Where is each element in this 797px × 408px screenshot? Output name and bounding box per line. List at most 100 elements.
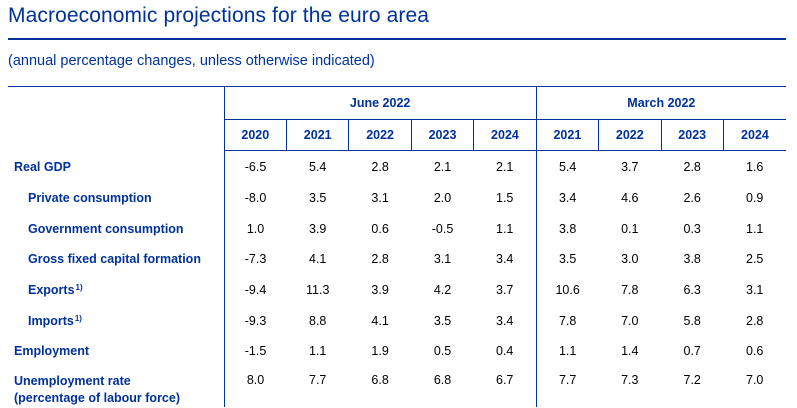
year-header-row: 2020 2021 2022 2023 2024 2021 2022 2023 … — [8, 118, 786, 151]
cell-value: 0.9 — [746, 191, 764, 206]
cell-value: 6.8 — [433, 372, 452, 387]
row-label-subtext: (percentage of labour force) — [14, 390, 180, 405]
row-label: Unemployment rate (percentage of labour f… — [8, 367, 224, 407]
cell-value: 1.1 — [496, 221, 514, 236]
table-row-imports: Imports1) -9.3 8.8 4.1 3.5 3.4 7.8 7.0 5… — [8, 305, 786, 336]
year-header-june: 2021 — [285, 118, 349, 151]
cell-value: 3.0 — [621, 252, 639, 267]
table-row-exports: Exports1) -9.4 11.3 3.9 4.2 3.7 10.6 7.8… — [8, 274, 786, 306]
cell-value: 10.6 — [535, 274, 599, 306]
cell-value: 6.7 — [496, 372, 514, 387]
header-blank — [8, 87, 224, 119]
cell-value: 8.0 — [223, 366, 287, 407]
cell-value: 1.5 — [496, 191, 514, 206]
cell-value: 4.6 — [621, 191, 639, 206]
cell-value: 0.4 — [496, 344, 514, 359]
cell-value: 8.8 — [309, 313, 327, 328]
group-header-june: June 2022 — [223, 87, 537, 119]
cell-value: 3.5 — [535, 244, 599, 275]
cell-value: 5.4 — [309, 159, 327, 174]
cell-value: -0.5 — [431, 221, 454, 236]
cell-value: 6.8 — [371, 372, 389, 387]
cell-value: 1.9 — [371, 344, 389, 359]
cell-value: 4.1 — [371, 313, 389, 328]
cell-value: 3.7 — [621, 159, 639, 174]
year-header-june: 2022 — [348, 118, 412, 151]
cell-value: 1.6 — [746, 159, 764, 174]
year-header-march: 2022 — [598, 118, 661, 151]
page-title: Macroeconomic projections for the euro a… — [8, 4, 430, 27]
cell-value: 3.4 — [496, 252, 514, 267]
cell-value: -9.3 — [223, 305, 287, 336]
cell-value: 0.6 — [371, 221, 389, 236]
cell-value: 4.1 — [309, 252, 327, 267]
cell-value: 3.4 — [496, 313, 514, 328]
cell-value: 2.1 — [433, 159, 452, 174]
cell-value: 1.1 — [535, 335, 599, 367]
year-header-blank — [8, 119, 224, 150]
row-label-text: Unemployment rate — [14, 373, 131, 388]
cell-value: 0.5 — [433, 344, 452, 359]
projections-table: June 2022 March 2022 2020 2021 2022 2023… — [8, 87, 786, 407]
table-top-divider — [8, 86, 786, 87]
table-row-gross-fixed-capital-formation: Gross fixed capital formation -7.3 4.1 2… — [8, 244, 786, 275]
cell-value: 7.8 — [621, 283, 639, 298]
cell-value: 2.0 — [433, 191, 452, 206]
cell-value: 6.3 — [683, 283, 701, 298]
row-label: Exports1) — [8, 275, 224, 306]
cell-value: 3.8 — [683, 252, 701, 267]
cell-value: 3.4 — [535, 183, 599, 214]
group-header-march: March 2022 — [535, 87, 786, 119]
cell-value: 3.1 — [371, 191, 389, 206]
row-label: Real GDP — [14, 159, 71, 174]
cell-value: 3.7 — [496, 283, 514, 298]
cell-value: -9.4 — [223, 274, 287, 306]
cell-value: 7.3 — [621, 372, 639, 387]
cell-value: 2.8 — [683, 159, 701, 174]
cell-value: 0.7 — [683, 344, 701, 359]
row-label: Government consumption — [28, 221, 184, 236]
cell-value: 0.3 — [683, 221, 701, 236]
cell-value: -8.0 — [223, 183, 287, 214]
cell-value: -6.5 — [223, 150, 287, 183]
cell-value: 0.1 — [621, 221, 639, 236]
cell-value: 1.1 — [309, 344, 327, 359]
cell-value: 0.6 — [746, 344, 764, 359]
year-header-march: 2024 — [722, 118, 786, 151]
year-header-june: 2024 — [473, 118, 537, 151]
row-label: Employment — [14, 344, 90, 359]
cell-value: 11.3 — [306, 283, 330, 298]
row-label: Gross fixed capital formation — [28, 252, 201, 267]
table-subtitle: (annual percentage changes, unless other… — [8, 53, 375, 69]
cell-value: 7.7 — [309, 372, 327, 387]
row-label: Private consumption — [28, 191, 152, 206]
cell-value: 2.8 — [371, 252, 389, 267]
row-label-text: Imports — [28, 313, 74, 328]
cell-value: -1.5 — [223, 335, 287, 367]
footnote-marker: 1) — [75, 283, 83, 293]
table-row-unemployment-rate: Unemployment rate (percentage of labour f… — [8, 366, 786, 407]
table-row-private-consumption: Private consumption -8.0 3.5 3.1 2.0 1.5… — [8, 183, 786, 214]
cell-value: 1.0 — [223, 213, 287, 245]
cell-value: 3.1 — [433, 252, 452, 267]
cell-value: 4.2 — [433, 283, 452, 298]
row-label: Imports1) — [8, 305, 224, 336]
cell-value: 5.4 — [535, 150, 599, 183]
title-divider — [8, 38, 786, 40]
cell-value: 5.8 — [683, 313, 701, 328]
year-header-june: 2020 — [223, 118, 287, 151]
year-header-march: 2023 — [660, 118, 724, 151]
cell-value: 2.1 — [496, 159, 514, 174]
cell-value: 3.9 — [371, 283, 389, 298]
cell-value: 2.8 — [371, 159, 389, 174]
group-header-row: June 2022 March 2022 — [8, 87, 786, 119]
cell-value: 2.6 — [683, 191, 701, 206]
footnote-marker: 1) — [74, 313, 82, 323]
cell-value: 7.8 — [535, 305, 599, 336]
cell-value: 7.2 — [683, 372, 701, 387]
table-row-real-gdp: Real GDP -6.5 5.4 2.8 2.1 2.1 5.4 3.7 2.… — [8, 150, 786, 183]
cell-value: 3.5 — [309, 191, 327, 206]
year-header-march: 2021 — [535, 118, 599, 151]
cell-value: 7.0 — [746, 372, 764, 387]
cell-value: 1.4 — [621, 344, 639, 359]
